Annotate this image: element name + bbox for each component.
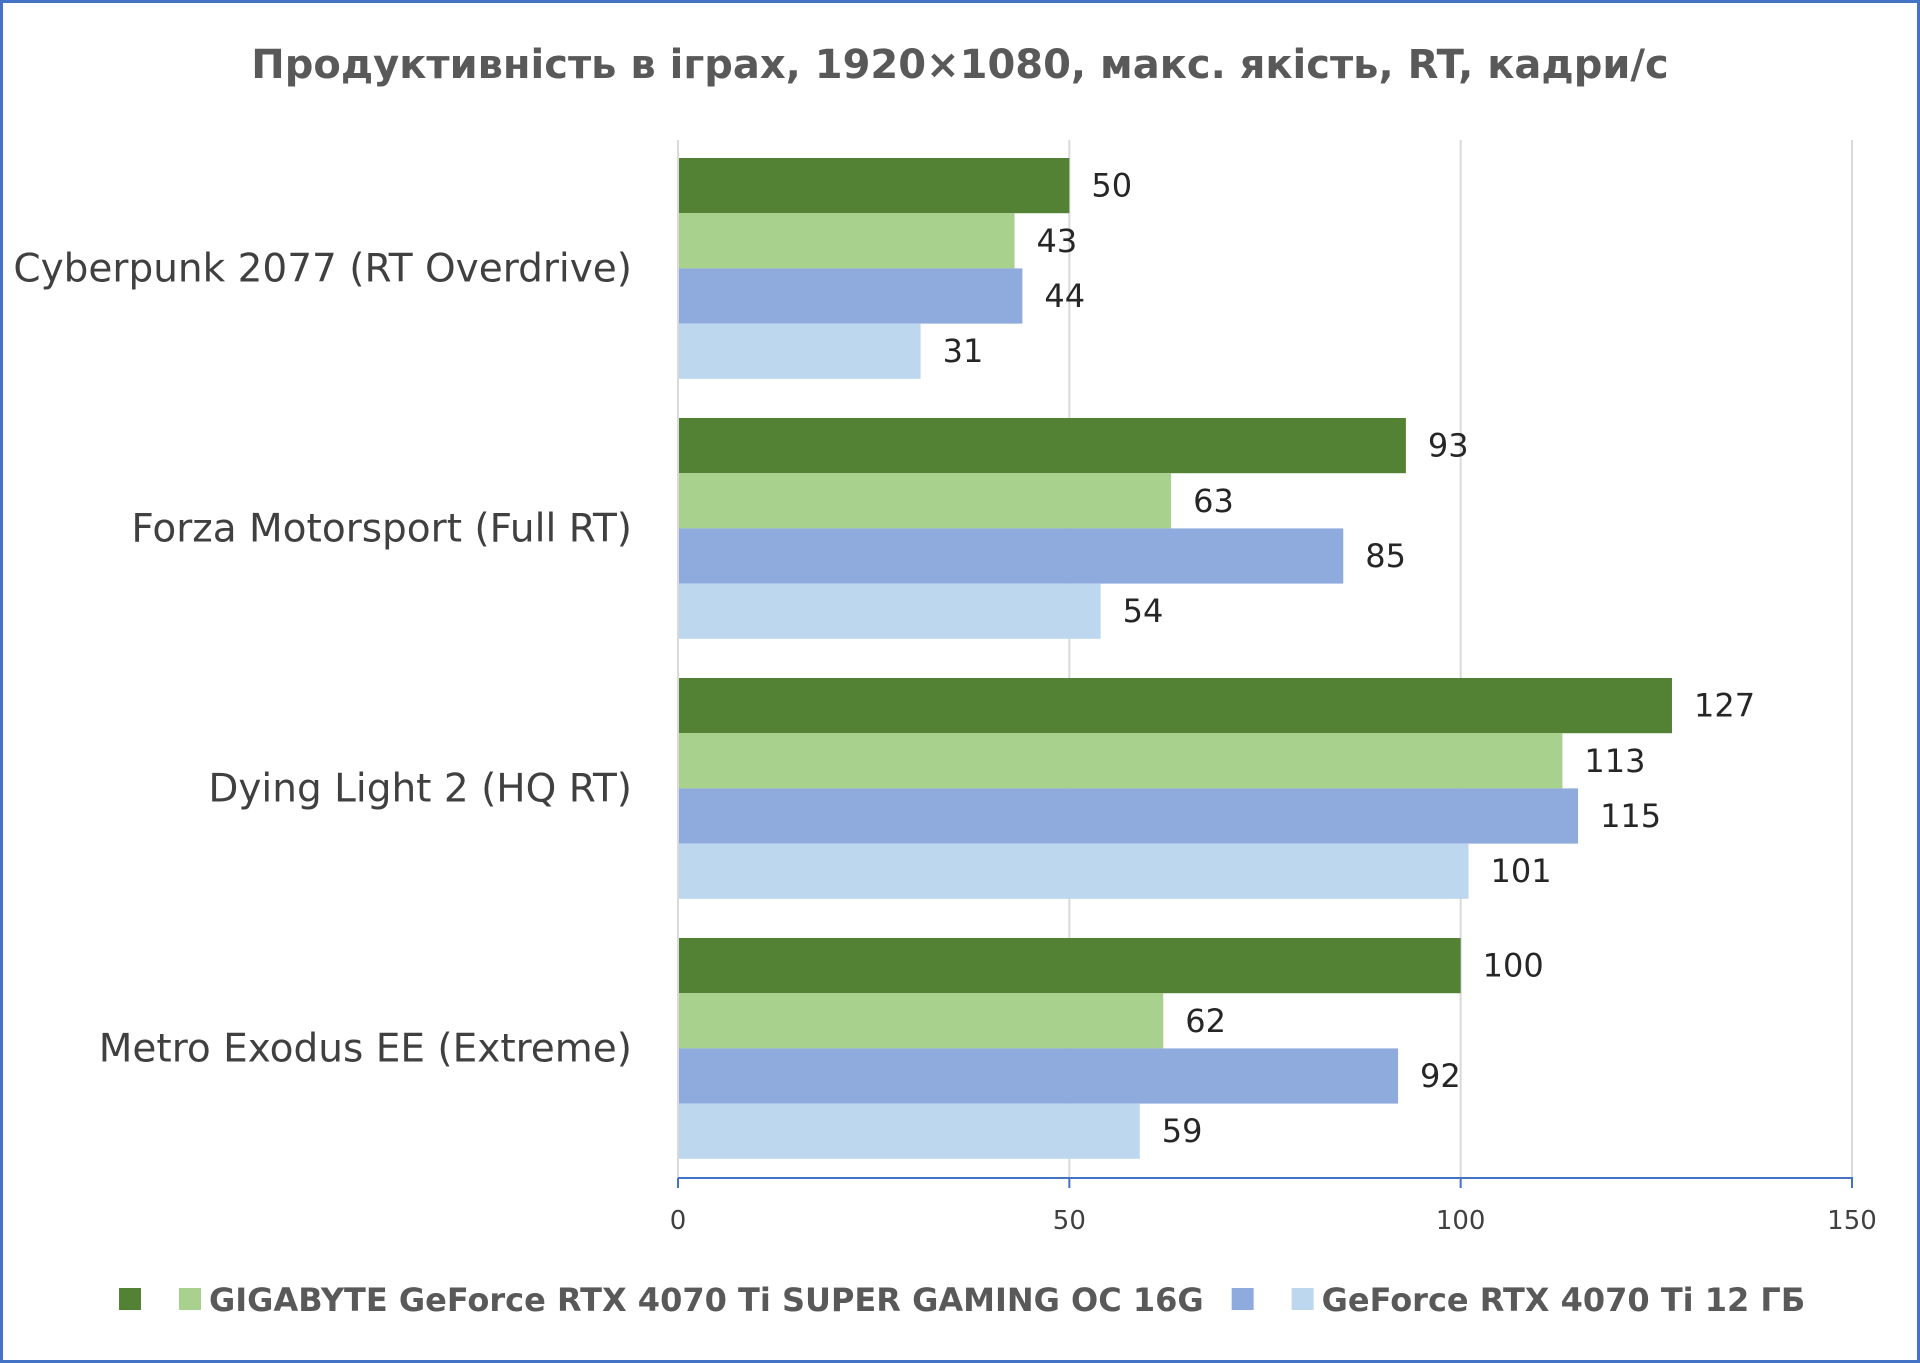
- bar: [678, 418, 1406, 474]
- bar: [678, 1103, 1140, 1159]
- chart-title: Продуктивність в іграх, 1920×1080, макс.…: [251, 42, 1668, 88]
- bar: [678, 473, 1172, 529]
- bar: [678, 213, 1015, 269]
- category-label: Cyberpunk 2077 (RT Overdrive): [13, 246, 632, 291]
- x-axis: 0 50 100 150: [670, 140, 1877, 1236]
- bar: [678, 733, 1563, 789]
- bar: [678, 268, 1023, 324]
- data-labels: 50 43 44 31 93 63 85 54 127 113 115 101 100 62 92 59: [943, 167, 1755, 1151]
- x-tick-label: 50: [1053, 1206, 1086, 1236]
- legend-label: GeForce RTX 4070 Ti 12 ГБ: [1322, 1281, 1806, 1319]
- bar: [678, 788, 1579, 844]
- x-tick-label: 100: [1436, 1206, 1486, 1236]
- legend-swatch: [1231, 1288, 1254, 1310]
- data-label: 127: [1694, 687, 1755, 725]
- legend-swatch: [1291, 1288, 1314, 1310]
- bar: [678, 1048, 1399, 1104]
- category-label: Dying Light 2 (HQ RT): [208, 766, 632, 811]
- data-label: 101: [1490, 852, 1551, 890]
- data-label: 43: [1037, 222, 1078, 260]
- x-tick-label: 150: [1827, 1206, 1877, 1236]
- category-label: Metro Exodus EE (Extreme): [99, 1026, 632, 1071]
- data-label: 31: [943, 332, 984, 370]
- bar-series: [678, 158, 1672, 1159]
- data-label: 100: [1483, 947, 1544, 985]
- bar: [678, 583, 1101, 639]
- data-label: 59: [1162, 1112, 1203, 1150]
- bar: [678, 993, 1164, 1049]
- legend: GIGABYTE GeForce RTX 4070 Ti SUPER GAMIN…: [119, 1281, 1805, 1319]
- legend-swatch: [179, 1288, 201, 1310]
- data-label: 93: [1428, 427, 1469, 465]
- data-label: 44: [1044, 277, 1085, 315]
- category-label: Forza Motorsport (Full RT): [131, 506, 632, 551]
- data-label: 54: [1123, 592, 1164, 630]
- legend-label: GIGABYTE GeForce RTX 4070 Ti SUPER GAMIN…: [209, 1281, 1204, 1319]
- bar: [678, 528, 1344, 584]
- data-label: 63: [1193, 482, 1234, 520]
- bar: [678, 938, 1461, 994]
- category-labels: Cyberpunk 2077 (RT Overdrive) Forza Motor…: [13, 246, 632, 1071]
- data-label: 62: [1185, 1002, 1226, 1040]
- bar: [678, 678, 1672, 734]
- bar: [678, 843, 1469, 899]
- data-label: 92: [1420, 1057, 1461, 1095]
- bar: [678, 323, 921, 379]
- data-label: 50: [1091, 167, 1132, 205]
- legend-swatch: [119, 1288, 141, 1310]
- data-label: 115: [1600, 797, 1661, 835]
- data-label: 113: [1584, 742, 1645, 780]
- x-tick-label: 0: [670, 1206, 687, 1236]
- data-label: 85: [1365, 537, 1406, 575]
- bar: [678, 158, 1070, 214]
